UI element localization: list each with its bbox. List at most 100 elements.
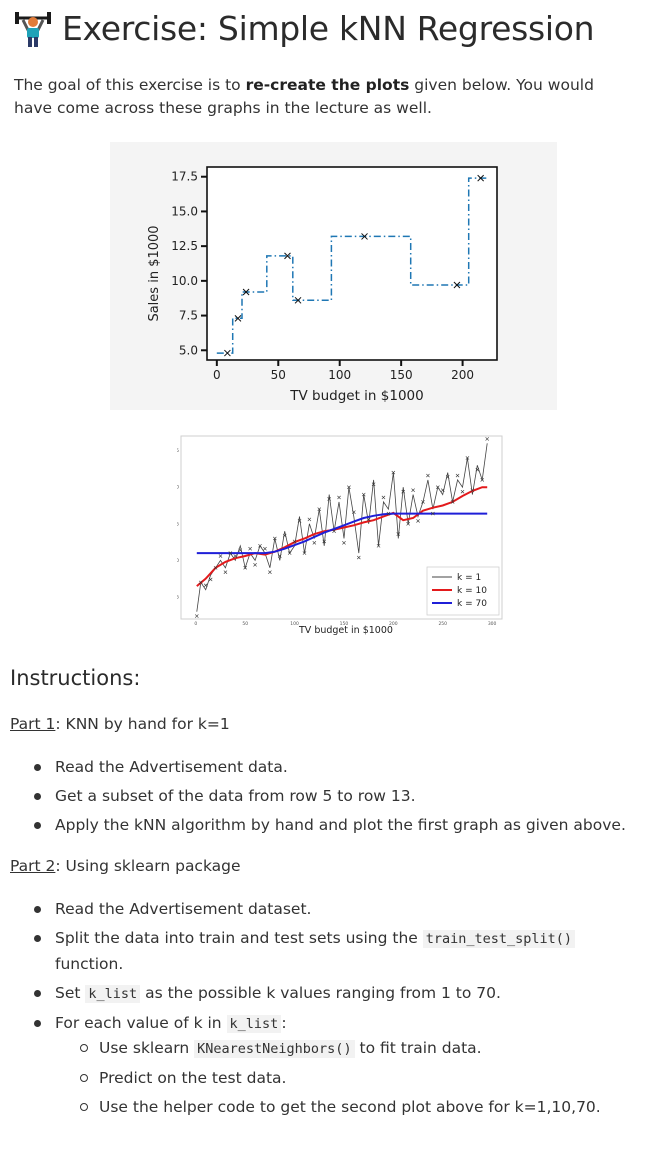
part1-label: Part 1 (10, 715, 56, 733)
list-item: Apply the kNN algorithm by hand and plot… (14, 813, 634, 838)
data-point (470, 488, 475, 492)
data-point (450, 500, 455, 504)
part1-heading: Part 1: KNN by hand for k=1 (10, 715, 230, 733)
data-point (361, 492, 366, 497)
list-item-text: Split the data into train and test sets … (55, 929, 423, 947)
data-point (292, 539, 297, 544)
data-point (194, 614, 199, 618)
data-point (208, 577, 213, 582)
data-point (273, 536, 277, 541)
y-tick-label: 17.5 (171, 170, 198, 184)
inline-code: k_list (85, 985, 141, 1003)
data-point (381, 495, 386, 500)
data-point (258, 543, 262, 548)
list-item: Read the Advertisement data. (14, 755, 634, 780)
x-tick-label: 50 (271, 368, 286, 382)
knn-k1-chart: 0 50 100 150 200 5.0 7.5 10.0 12.5 15.0 17.5 TV bud… (110, 142, 557, 410)
y-tick-label: 5 (177, 595, 179, 601)
data-point (337, 495, 341, 500)
list-item: Read the Advertisement dataset. (14, 897, 634, 922)
data-point (322, 539, 327, 544)
list-item: Predict on the test data. (14, 1066, 634, 1091)
data-point (248, 546, 252, 551)
data-point (440, 488, 445, 492)
y-axis-label: Sales in $1000 (147, 225, 162, 321)
data-point (421, 500, 425, 504)
data-point (460, 489, 465, 494)
data-point (453, 281, 461, 289)
data-point (327, 497, 331, 501)
series-line-k70 (196, 512, 488, 555)
data-point (213, 565, 218, 570)
data-point (268, 570, 272, 574)
data-point (391, 470, 396, 475)
list-item: Use the helper code to get the second pl… (14, 1095, 634, 1120)
x-tick-label: 300 (488, 621, 497, 627)
list-item: Use sklearn KNearestNeighbors() to fit t… (14, 1036, 634, 1062)
data-point (287, 551, 292, 555)
data-point (475, 467, 480, 472)
data-point (401, 489, 406, 494)
data-point (312, 541, 317, 545)
y-tick-label: 10 (177, 558, 179, 564)
data-point (371, 482, 376, 487)
legend-box (426, 566, 500, 616)
data-point (477, 174, 485, 182)
x-tick-label: 0 (213, 368, 221, 382)
data-point (307, 517, 312, 522)
data-point (480, 478, 485, 482)
intro-bold: re-create the plots (245, 76, 410, 94)
data-point (263, 546, 267, 551)
y-tick-label: 15.0 (171, 204, 198, 218)
data-point (356, 555, 361, 560)
data-point (376, 543, 381, 548)
data-point (284, 252, 291, 260)
intro-paragraph: The goal of this exercise is to re-creat… (14, 74, 634, 120)
data-point (218, 554, 223, 558)
x-tick-label: 50 (242, 621, 248, 627)
data-point (435, 485, 440, 490)
legend-label: k = 1 (457, 573, 481, 583)
intro-text-after: given below. You would have come across … (14, 76, 594, 117)
list-item-text: function. (55, 955, 124, 973)
plot-area (206, 166, 498, 361)
data-point (347, 485, 351, 490)
inline-code: k_list (226, 1015, 282, 1033)
x-tick-label: 100 (290, 621, 299, 627)
data-point (317, 507, 322, 512)
part2-list: Read the Advertisement dataset. Split th… (14, 897, 634, 1041)
y-tick-label: 25 (177, 448, 179, 454)
part2-label: Part 2 (10, 857, 56, 875)
intro-text: The goal of this exercise is to (14, 76, 246, 94)
knn-k1-step-line (216, 177, 488, 354)
list-item: For each value of k in k_list: (14, 1011, 634, 1037)
list-item-text: : (281, 1014, 287, 1032)
data-point (242, 288, 250, 296)
x-tick-label: 0 (194, 621, 197, 627)
data-point (234, 314, 242, 322)
page-header: Exercise: Simple kNN Regression (14, 8, 595, 48)
part2-sublist: Use sklearn KNearestNeighbors() to fit t… (14, 1036, 634, 1124)
data-point (198, 580, 203, 585)
y-tick-label: 5.0 (179, 343, 198, 357)
x-tick-label: 100 (328, 368, 351, 382)
x-axis-label: TV budget in $1000 (298, 625, 393, 636)
data-point (332, 529, 336, 533)
part2-heading: Part 2: Using sklearn package (10, 857, 241, 875)
data-point (294, 296, 302, 304)
knn-k-compare-chart: 0 50 100 150 200 250 300 5 10 15 20 25 TV budget in … (177, 435, 503, 640)
data-point (228, 551, 233, 555)
list-item: Set k_list as the possible k values rang… (14, 981, 634, 1007)
legend: k = 1 k = 10 k = 70 (426, 566, 500, 616)
inline-code: KNearestNeighbors() (194, 1040, 355, 1058)
part1-text: : KNN by hand for k=1 (55, 715, 230, 733)
data-point (411, 488, 415, 492)
list-item-text: as the possible k values ranging from 1 … (140, 984, 501, 1002)
data-point (426, 473, 430, 478)
x-tick-label: 150 (340, 621, 349, 627)
x-axis-label: TV budget in $1000 (289, 388, 423, 404)
data-point (361, 233, 368, 240)
data-point (282, 533, 287, 538)
data-point (243, 565, 248, 570)
data-point (386, 511, 391, 516)
